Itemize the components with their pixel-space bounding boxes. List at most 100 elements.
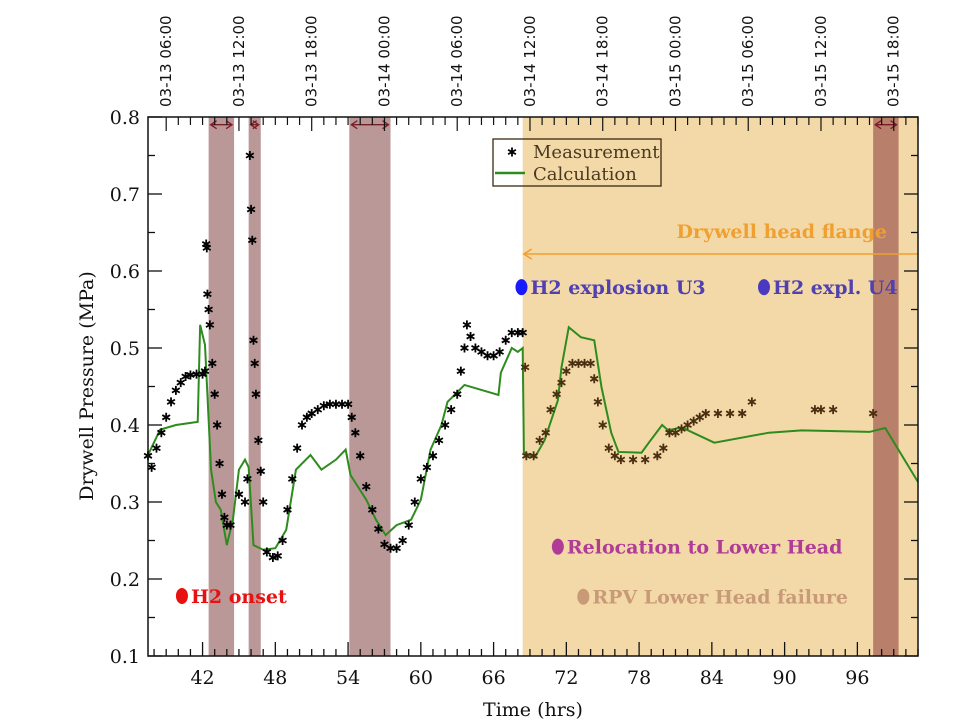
measurement-point [202,243,212,253]
measurement-point [640,455,650,465]
shaded-band [208,117,235,656]
band-double-arrow [873,120,898,130]
x-tick-label: 42 [190,667,214,689]
measurement-point [616,455,626,465]
y-axis-title: Drywell Pressure (MPa) [76,271,98,501]
y-tick-label: 0.2 [110,569,140,591]
measurement-point [456,366,466,376]
measurement-point [212,420,222,430]
x-tick-label: 96 [845,667,869,689]
measurement-point [215,459,224,468]
measurement-point [434,435,444,445]
measurement-point [331,399,341,409]
top-axis-label: 03-13 12:00 [230,15,248,107]
y-tick-label: 0.5 [110,338,140,360]
shaded-band [248,117,261,656]
measurement-point [343,399,353,409]
measurement-point [392,543,401,553]
top-axis-label: 03-14 12:00 [521,15,539,107]
top-axis-label: 03-15 06:00 [739,15,757,107]
y-tick-label: 0.8 [110,107,140,129]
measurement-point [440,420,450,430]
measurement-point [659,443,668,453]
shaded-bands [208,117,918,656]
top-axis-label: 03-15 12:00 [812,15,830,107]
measurement-point [200,366,210,376]
measurement-point [713,408,723,418]
legend-box [492,138,662,187]
x-tick-label: 90 [773,667,797,689]
measurement-point [156,428,166,438]
measurement-point [258,497,268,507]
measurement-point [552,389,561,399]
measurement-point [816,405,826,415]
x-axis-title: Time (hrs) [483,699,583,720]
annotation-dot [515,279,528,296]
measurement-point [589,374,599,384]
measurement-point [541,428,551,438]
measurement-point [247,235,257,245]
annotation-dot [577,588,590,605]
measurement-point [207,358,217,368]
calculation-series [147,324,919,551]
measurement-point [462,320,472,330]
measurement-point [604,443,614,453]
measurement-point [245,151,255,160]
measurement-point [302,412,312,422]
measurement-point [367,505,377,515]
annotation-label: H2 explosion U3 [530,277,705,299]
shaded-band [522,117,918,656]
y-tick-label: 0.6 [110,261,140,283]
measurement-point [152,443,161,453]
measurement-point [628,455,638,465]
y-tick-label: 0.7 [110,184,140,206]
measurement-point [268,552,278,562]
y-tick-label: 0.1 [110,646,140,668]
x-tick-label: 78 [627,667,651,689]
legend-measurement-marker [507,147,517,157]
measurement-point [262,547,272,557]
measurement-point [404,520,414,530]
measurement-point [477,347,486,357]
top-axis-label: 03-15 18:00 [885,15,903,107]
measurement-point [203,289,212,299]
measurement-point [701,408,711,418]
measurement-point [297,420,307,430]
measurement-point [171,385,181,395]
measurement-point [176,378,186,388]
drywell-flange-arrow [522,248,918,260]
axes: 42 48 54 60 66 72 78 84 90 96 0.1 0.2 0.3 0.4 0.5 0.6 0.… [110,15,919,689]
measurement-point [234,489,244,499]
measurement-point [361,482,371,492]
shaded-band [349,117,391,656]
measurement-point [250,358,260,368]
top-axis-label: 03-15 00:00 [666,15,684,107]
annotation-dot [551,538,564,555]
measurement-point [253,435,263,445]
x-tick-label: 54 [336,667,360,689]
annotation-dot [175,587,188,604]
measurement-point [283,505,292,515]
measurement-point [217,489,227,499]
annotation-label: Relocation to Lower Head [567,537,843,559]
measurement-point [313,405,323,415]
x-tick-label: 84 [700,667,724,689]
measurement-point [205,320,215,330]
measurement-point [240,497,250,507]
measurement-point [416,474,426,484]
top-axis-label: 03-13 06:00 [157,15,175,107]
x-tick-label: 60 [409,667,433,689]
measurement-point [292,443,302,453]
measurement-point [243,474,252,484]
measurement-point [652,451,662,461]
measurement-point [226,520,235,530]
measurement-point [256,466,266,476]
measurement-point [483,351,492,361]
annotations: H2 onset H2 explosion U3 H2 expl. U4 Reloca… [175,221,918,609]
annotation-label: H2 expl. U4 [773,277,898,299]
legend-calculation: Calculation [533,164,637,185]
measurement-point [355,451,365,461]
measurement-point [287,474,297,484]
measurement-point [246,204,256,214]
measurement-point [466,331,475,341]
